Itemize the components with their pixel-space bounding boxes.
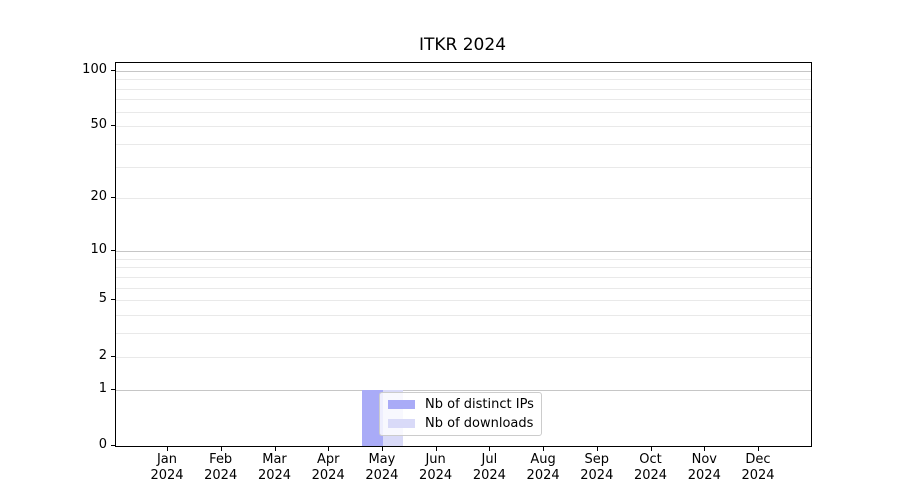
x-tick-label: Jul 2024 xyxy=(472,452,506,483)
minor-gridline xyxy=(116,88,811,90)
plot-area: Nb of distinct IPs Nb of downloads xyxy=(115,62,812,447)
x-tick-mark xyxy=(274,447,276,451)
legend-item-downloads: Nb of downloads xyxy=(388,416,541,431)
y-tick-label: 20 xyxy=(90,189,107,205)
x-tick-mark xyxy=(650,447,652,451)
y-tick-label: 2 xyxy=(98,347,107,363)
minor-gridline xyxy=(116,166,811,168)
x-tick-mark xyxy=(489,447,491,451)
legend-swatch-distinct-ips-icon xyxy=(388,400,415,409)
x-tick-mark xyxy=(167,447,168,451)
legend-label-distinct-ips: Nb of distinct IPs xyxy=(425,397,534,412)
x-tick-label: Aug 2024 xyxy=(526,452,560,483)
y-tick-label: 5 xyxy=(98,291,107,307)
legend-swatch-downloads-icon xyxy=(388,419,415,428)
minor-gridline xyxy=(116,258,811,260)
y-tick-mark xyxy=(111,197,115,199)
x-tick-label: Apr 2024 xyxy=(311,452,345,483)
x-tick-mark xyxy=(220,447,222,451)
y-tick-mark xyxy=(111,445,115,446)
x-tick-label: Sep 2024 xyxy=(580,452,614,483)
minor-gridline xyxy=(116,111,811,113)
major-gridline xyxy=(116,389,811,391)
minor-gridline xyxy=(116,79,811,81)
x-tick-mark xyxy=(381,447,383,451)
y-tick-mark xyxy=(111,388,115,390)
y-tick-label: 50 xyxy=(90,117,107,133)
minor-gridline xyxy=(116,300,811,302)
minor-gridline xyxy=(116,356,811,358)
major-gridline xyxy=(116,70,811,72)
legend-box: Nb of distinct IPs Nb of downloads xyxy=(379,392,542,436)
minor-gridline xyxy=(116,333,811,335)
x-tick-label: Jun 2024 xyxy=(419,452,453,483)
x-tick-mark xyxy=(543,447,545,451)
minor-gridline xyxy=(116,126,811,128)
minor-gridline xyxy=(116,276,811,278)
bar-distinct-ips-may xyxy=(362,389,383,446)
minor-gridline xyxy=(116,99,811,101)
minor-gridline xyxy=(116,315,811,317)
minor-gridline xyxy=(116,267,811,269)
x-tick-mark xyxy=(435,447,437,451)
x-tick-label: Mar 2024 xyxy=(257,452,292,483)
x-tick-label: Jan 2024 xyxy=(150,452,184,483)
legend-label-downloads: Nb of downloads xyxy=(425,416,534,431)
x-tick-mark xyxy=(596,447,598,451)
x-tick-label: Nov 2024 xyxy=(687,452,721,483)
minor-gridline xyxy=(116,287,811,289)
y-tick-mark xyxy=(111,69,115,71)
y-tick-mark xyxy=(111,355,115,357)
legend-item-distinct-ips: Nb of distinct IPs xyxy=(388,397,541,412)
x-tick-label: May 2024 xyxy=(365,452,399,483)
x-tick-mark xyxy=(758,447,759,451)
x-tick-label: Oct 2024 xyxy=(633,452,668,483)
y-tick-mark xyxy=(111,250,115,251)
y-tick-label: 100 xyxy=(82,61,107,77)
chart-title: ITKR 2024 xyxy=(418,35,507,55)
y-tick-mark xyxy=(111,299,115,301)
x-tick-label: Feb 2024 xyxy=(204,452,238,483)
y-tick-mark xyxy=(111,125,115,127)
y-tick-label: 10 xyxy=(90,242,107,257)
minor-gridline xyxy=(116,144,811,145)
major-gridline xyxy=(116,251,811,252)
y-tick-label: 0 xyxy=(98,437,107,452)
y-tick-label: 1 xyxy=(98,380,107,396)
x-tick-label: Dec 2024 xyxy=(741,452,775,483)
x-tick-mark xyxy=(704,447,706,451)
minor-gridline xyxy=(116,198,811,200)
x-tick-mark xyxy=(328,447,330,451)
